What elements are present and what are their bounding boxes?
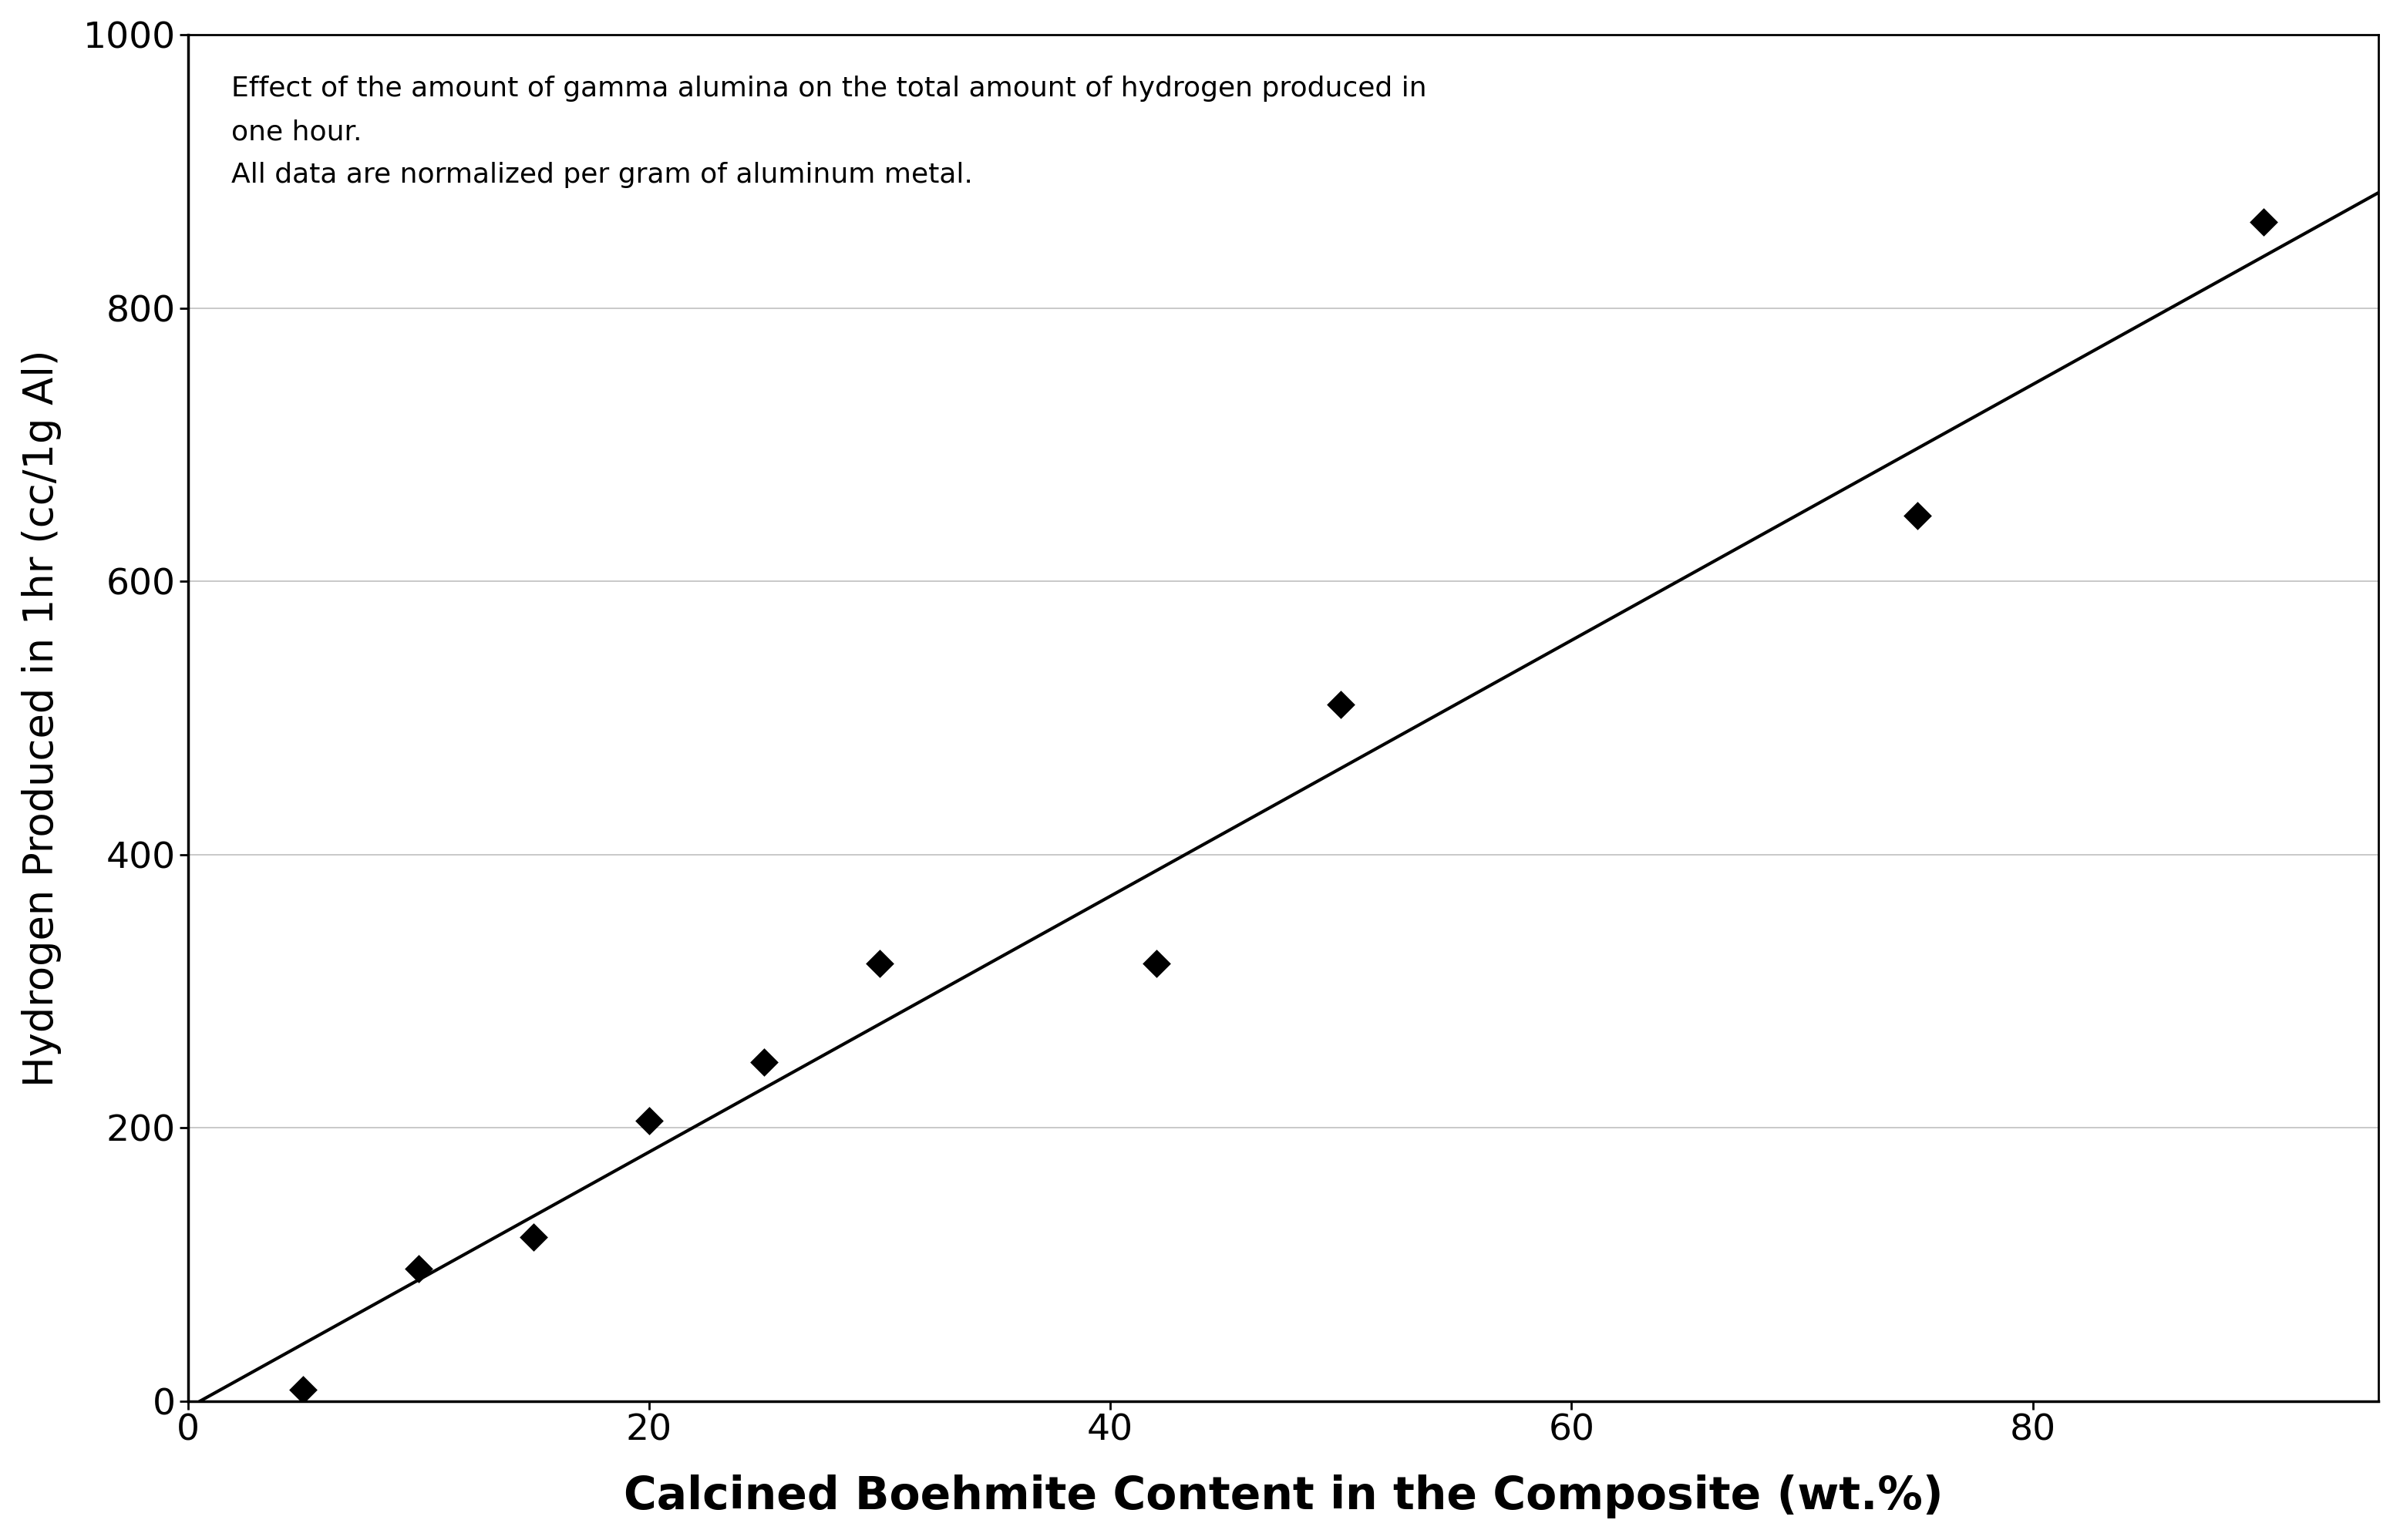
Point [514, 1224, 552, 1249]
Point [2244, 209, 2282, 234]
X-axis label: Calcined Boehmite Content in the Composite (wt.%): Calcined Boehmite Content in the Composi… [624, 1475, 1944, 1518]
Point [629, 1109, 667, 1133]
Point [283, 1378, 322, 1403]
Point [862, 952, 900, 976]
Point [1322, 691, 1361, 716]
Text: Effect of the amount of gamma alumina on the total amount of hydrogen produced i: Effect of the amount of gamma alumina on… [233, 75, 1428, 188]
Y-axis label: Hydrogen Produced in 1hr (cc/1g Al): Hydrogen Produced in 1hr (cc/1g Al) [22, 350, 62, 1087]
Point [1898, 504, 1937, 528]
Point [398, 1257, 437, 1281]
Point [1138, 952, 1176, 976]
Point [744, 1050, 782, 1075]
